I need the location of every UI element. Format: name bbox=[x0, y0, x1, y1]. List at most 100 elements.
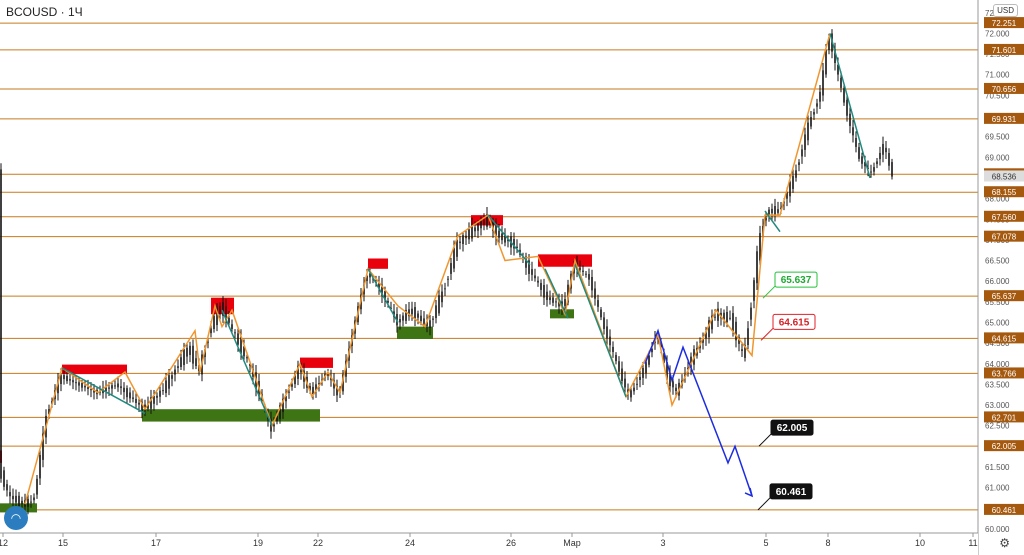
callout-pointer bbox=[760, 328, 774, 341]
price-tick-label: 62.500 bbox=[985, 422, 1010, 431]
candle-body bbox=[531, 269, 533, 275]
level-price-label: 67.078 bbox=[992, 233, 1017, 242]
candle-body bbox=[525, 256, 527, 268]
candle-body bbox=[423, 318, 425, 324]
time-tick-label: 22 bbox=[313, 538, 323, 548]
candle-body bbox=[60, 375, 62, 385]
candle-body bbox=[168, 375, 170, 389]
candle-body bbox=[798, 162, 800, 166]
candle-body bbox=[336, 385, 338, 396]
candle-body bbox=[387, 300, 389, 303]
candle-body bbox=[417, 313, 419, 318]
candle-body bbox=[756, 251, 758, 284]
candle-body bbox=[735, 321, 737, 341]
candle-body bbox=[861, 156, 863, 164]
candle-body bbox=[663, 353, 665, 363]
candle-body bbox=[471, 224, 473, 239]
callout-pointer bbox=[757, 497, 771, 511]
price-axis: 72.50072.00071.50071.00070.50070.00069.5… bbox=[977, 0, 1024, 555]
candle-body bbox=[285, 396, 287, 402]
candle-body bbox=[156, 395, 158, 398]
candle-body bbox=[138, 402, 140, 405]
candle-body bbox=[585, 273, 587, 275]
candle-body bbox=[726, 312, 728, 323]
current-price-tag bbox=[984, 170, 1024, 182]
callout-pointer bbox=[758, 433, 772, 447]
teal-trend-line bbox=[544, 268, 569, 319]
candle-body bbox=[573, 266, 575, 274]
supply-zone bbox=[62, 364, 127, 375]
candle-body bbox=[864, 162, 866, 167]
candle-body bbox=[438, 295, 440, 314]
level-price-tag bbox=[984, 112, 1024, 124]
candle-body bbox=[828, 37, 830, 50]
candle-body bbox=[141, 401, 143, 412]
candle-body bbox=[177, 366, 179, 368]
teal-trend-line bbox=[61, 367, 146, 414]
candle-body bbox=[666, 361, 668, 380]
candle-body bbox=[165, 380, 167, 394]
price-tick-label: 68.000 bbox=[985, 195, 1010, 204]
candle-body bbox=[687, 367, 689, 370]
candle-body bbox=[459, 241, 461, 243]
price-tick-label: 69.500 bbox=[985, 133, 1010, 142]
candle-body bbox=[447, 278, 449, 280]
candle-body bbox=[210, 328, 212, 334]
candle-body bbox=[12, 495, 14, 500]
callout-label: 64.615 bbox=[779, 317, 810, 328]
projection-line bbox=[644, 328, 753, 497]
candle-body bbox=[150, 397, 152, 409]
candle-body bbox=[228, 318, 230, 323]
candle-body bbox=[402, 315, 404, 321]
candle-body bbox=[183, 349, 185, 366]
gear-icon[interactable]: ⚙ bbox=[999, 536, 1010, 550]
demand-zone bbox=[142, 409, 320, 422]
candle-body bbox=[564, 299, 566, 306]
candle-body bbox=[468, 229, 470, 240]
candle-body bbox=[615, 354, 617, 362]
candle-body bbox=[534, 275, 536, 279]
candle-body bbox=[72, 380, 74, 383]
candle-body bbox=[192, 345, 194, 364]
candle-body bbox=[498, 230, 500, 238]
demand-zone bbox=[397, 326, 433, 339]
candle-body bbox=[273, 424, 275, 427]
time-tick-label: 5 bbox=[763, 538, 768, 548]
level-price-tag bbox=[984, 332, 1024, 344]
candle-body bbox=[312, 386, 314, 395]
candle-body bbox=[852, 127, 854, 136]
candle-body bbox=[675, 387, 677, 391]
candle-body bbox=[873, 167, 875, 172]
candle-body bbox=[816, 103, 818, 107]
candle-body bbox=[765, 218, 767, 221]
teal-trend-line bbox=[574, 264, 627, 398]
candle-body bbox=[579, 267, 581, 271]
candle-body bbox=[33, 497, 35, 501]
candle-body bbox=[594, 288, 596, 299]
currency-label[interactable]: USD bbox=[993, 4, 1018, 17]
level-price-label: 62.005 bbox=[992, 442, 1017, 451]
level-price-label: 64.615 bbox=[992, 334, 1017, 343]
candle-body bbox=[108, 387, 110, 389]
candle-body bbox=[645, 361, 647, 374]
candle-body bbox=[840, 77, 842, 88]
candle-body bbox=[366, 275, 368, 282]
candle-body bbox=[552, 297, 554, 303]
candle-body bbox=[651, 348, 653, 353]
candle-body bbox=[318, 383, 320, 385]
candle-body bbox=[597, 300, 599, 307]
price-tick-label: 70.500 bbox=[985, 91, 1010, 100]
time-tick-label: Мар bbox=[563, 538, 581, 548]
candle-body bbox=[66, 375, 68, 382]
candle-body bbox=[30, 501, 32, 503]
candle-body bbox=[405, 309, 407, 321]
tradingview-logo[interactable]: ◠ bbox=[4, 506, 28, 530]
candle-body bbox=[36, 478, 38, 495]
candle-body bbox=[483, 220, 485, 225]
candle-body bbox=[39, 454, 41, 479]
level-price-label: 62.701 bbox=[992, 413, 1017, 422]
candle-body bbox=[801, 149, 803, 157]
candle-body bbox=[543, 285, 545, 298]
candle-body bbox=[870, 171, 872, 173]
